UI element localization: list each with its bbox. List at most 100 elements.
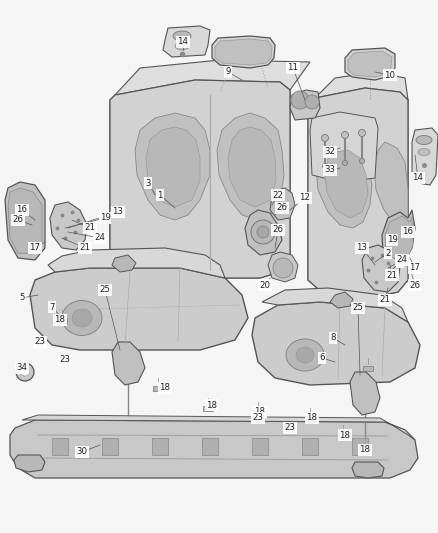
Text: 18: 18 bbox=[54, 316, 66, 325]
Polygon shape bbox=[50, 202, 87, 250]
Ellipse shape bbox=[251, 220, 275, 244]
Ellipse shape bbox=[342, 132, 349, 139]
Text: 20: 20 bbox=[259, 280, 271, 289]
Polygon shape bbox=[252, 302, 420, 385]
Polygon shape bbox=[270, 188, 295, 220]
Text: 8: 8 bbox=[330, 334, 336, 343]
Text: 16: 16 bbox=[17, 206, 28, 214]
Polygon shape bbox=[345, 48, 395, 80]
Text: 21: 21 bbox=[85, 223, 95, 232]
Ellipse shape bbox=[62, 301, 102, 335]
Polygon shape bbox=[110, 80, 290, 278]
Ellipse shape bbox=[273, 258, 293, 278]
Polygon shape bbox=[22, 415, 415, 440]
Bar bbox=[360, 446, 370, 451]
Text: 26: 26 bbox=[13, 215, 24, 224]
Ellipse shape bbox=[60, 356, 70, 365]
Polygon shape bbox=[30, 268, 248, 350]
Ellipse shape bbox=[288, 426, 292, 430]
Ellipse shape bbox=[38, 340, 42, 344]
Text: 10: 10 bbox=[385, 70, 396, 79]
Text: 30: 30 bbox=[77, 448, 88, 456]
Text: 18: 18 bbox=[339, 431, 350, 440]
Text: 24: 24 bbox=[95, 233, 106, 243]
Text: 14: 14 bbox=[177, 37, 188, 46]
Ellipse shape bbox=[256, 416, 260, 420]
Polygon shape bbox=[382, 210, 415, 262]
Text: 1: 1 bbox=[157, 190, 163, 199]
Ellipse shape bbox=[257, 226, 269, 238]
Text: 18: 18 bbox=[360, 446, 371, 455]
Polygon shape bbox=[252, 438, 268, 455]
Bar bbox=[203, 406, 213, 411]
Ellipse shape bbox=[416, 135, 432, 144]
Text: 23: 23 bbox=[252, 414, 264, 423]
Text: 17: 17 bbox=[410, 263, 420, 272]
Polygon shape bbox=[350, 372, 380, 415]
Ellipse shape bbox=[291, 91, 309, 109]
Text: 22: 22 bbox=[272, 190, 283, 199]
Text: 23: 23 bbox=[35, 337, 46, 346]
Text: 13: 13 bbox=[357, 244, 367, 253]
Polygon shape bbox=[48, 248, 225, 278]
Polygon shape bbox=[308, 88, 408, 298]
Polygon shape bbox=[348, 51, 392, 77]
Text: 19: 19 bbox=[387, 236, 397, 245]
Polygon shape bbox=[352, 438, 368, 455]
Bar bbox=[305, 416, 315, 421]
Text: 17: 17 bbox=[29, 244, 40, 253]
Polygon shape bbox=[5, 182, 45, 260]
Polygon shape bbox=[52, 438, 68, 455]
Text: 25: 25 bbox=[99, 286, 110, 295]
Polygon shape bbox=[302, 438, 318, 455]
Text: 24: 24 bbox=[396, 255, 407, 264]
Text: 23: 23 bbox=[285, 424, 296, 432]
Polygon shape bbox=[115, 60, 310, 95]
Text: 2: 2 bbox=[385, 248, 391, 257]
Text: 6: 6 bbox=[319, 353, 325, 362]
Bar bbox=[363, 366, 373, 371]
Text: 23: 23 bbox=[60, 356, 71, 365]
Polygon shape bbox=[112, 255, 136, 272]
Ellipse shape bbox=[343, 160, 347, 166]
Polygon shape bbox=[8, 188, 42, 254]
Polygon shape bbox=[385, 215, 413, 259]
Text: 21: 21 bbox=[379, 295, 391, 304]
Polygon shape bbox=[202, 438, 218, 455]
Polygon shape bbox=[14, 455, 45, 472]
Ellipse shape bbox=[296, 347, 314, 363]
Bar bbox=[253, 410, 263, 415]
Text: 18: 18 bbox=[307, 414, 318, 423]
Ellipse shape bbox=[358, 130, 365, 136]
Polygon shape bbox=[112, 342, 145, 385]
Polygon shape bbox=[374, 142, 408, 225]
Polygon shape bbox=[152, 438, 168, 455]
Polygon shape bbox=[245, 210, 282, 255]
Polygon shape bbox=[330, 292, 353, 308]
Polygon shape bbox=[362, 245, 400, 292]
Polygon shape bbox=[310, 112, 378, 182]
Text: 19: 19 bbox=[99, 214, 110, 222]
Text: 32: 32 bbox=[325, 148, 336, 157]
Polygon shape bbox=[110, 80, 290, 278]
Ellipse shape bbox=[305, 95, 319, 109]
Polygon shape bbox=[215, 39, 272, 65]
Polygon shape bbox=[268, 252, 298, 282]
Polygon shape bbox=[217, 113, 284, 220]
Ellipse shape bbox=[175, 42, 189, 50]
Text: 26: 26 bbox=[272, 225, 283, 235]
Text: 33: 33 bbox=[325, 166, 336, 174]
Ellipse shape bbox=[16, 363, 34, 381]
Ellipse shape bbox=[35, 337, 45, 346]
Ellipse shape bbox=[72, 309, 92, 327]
Ellipse shape bbox=[173, 31, 191, 41]
Ellipse shape bbox=[254, 414, 262, 423]
Polygon shape bbox=[135, 113, 210, 220]
Text: 18: 18 bbox=[254, 408, 265, 416]
Text: 3: 3 bbox=[145, 179, 151, 188]
Text: 26: 26 bbox=[410, 280, 420, 289]
Text: 18: 18 bbox=[159, 384, 170, 392]
Polygon shape bbox=[412, 128, 438, 185]
Text: 11: 11 bbox=[287, 63, 299, 72]
Polygon shape bbox=[228, 127, 276, 207]
